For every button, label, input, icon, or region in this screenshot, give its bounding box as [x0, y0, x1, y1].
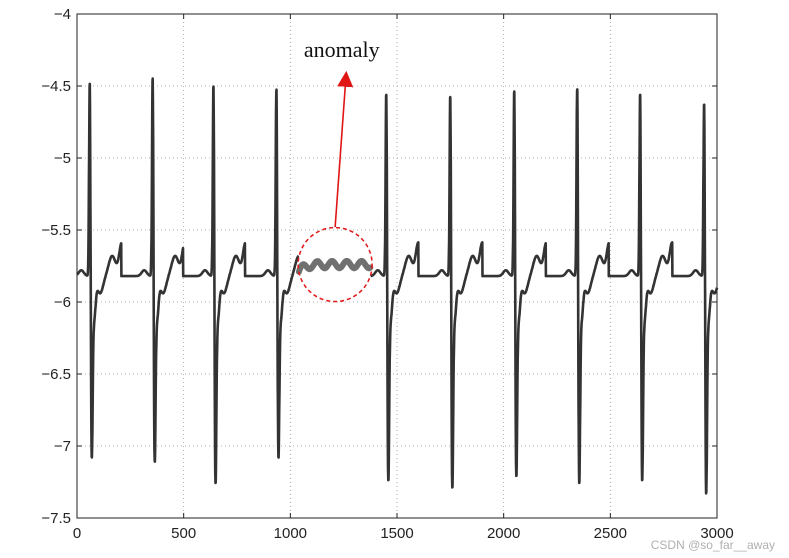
x-tick-label: 1500 — [380, 525, 413, 542]
y-tick-label: −7.5 — [41, 510, 71, 527]
anomaly-circle — [297, 226, 373, 303]
anomaly-segment — [295, 258, 374, 275]
series-layer — [75, 77, 719, 495]
ecg-series-after-anomaly — [369, 88, 719, 495]
x-tick-label: 3000 — [700, 525, 733, 542]
anomaly-label: anomaly — [304, 37, 380, 62]
grid-lines — [77, 14, 717, 518]
axis-layer: 0 500 1000 1500 2000 2500 3000 −4 −4.5 −5 −5.5 −6 −6… — [41, 6, 733, 542]
y-tick-label: −4.5 — [41, 78, 71, 95]
watermark: CSDN @so_far__away — [650, 538, 775, 552]
x-tick-label: 2000 — [487, 525, 520, 542]
y-tick-label: −4 — [54, 6, 71, 23]
y-tick-label: −6.5 — [41, 366, 71, 383]
x-tick-label: 500 — [171, 525, 196, 542]
x-tick-label: 0 — [73, 525, 81, 542]
anomaly-arrow — [334, 70, 354, 228]
x-tick-label: 2500 — [594, 525, 627, 542]
x-tick-label: 1000 — [274, 525, 307, 542]
y-tick-label: −7 — [54, 438, 71, 455]
y-tick-label: −5 — [54, 150, 71, 167]
y-tick-label: −5.5 — [41, 222, 71, 239]
ecg-series-before-anomaly — [75, 77, 300, 485]
annotation-layer: anomaly — [297, 37, 380, 303]
y-tick-label: −6 — [54, 294, 71, 311]
